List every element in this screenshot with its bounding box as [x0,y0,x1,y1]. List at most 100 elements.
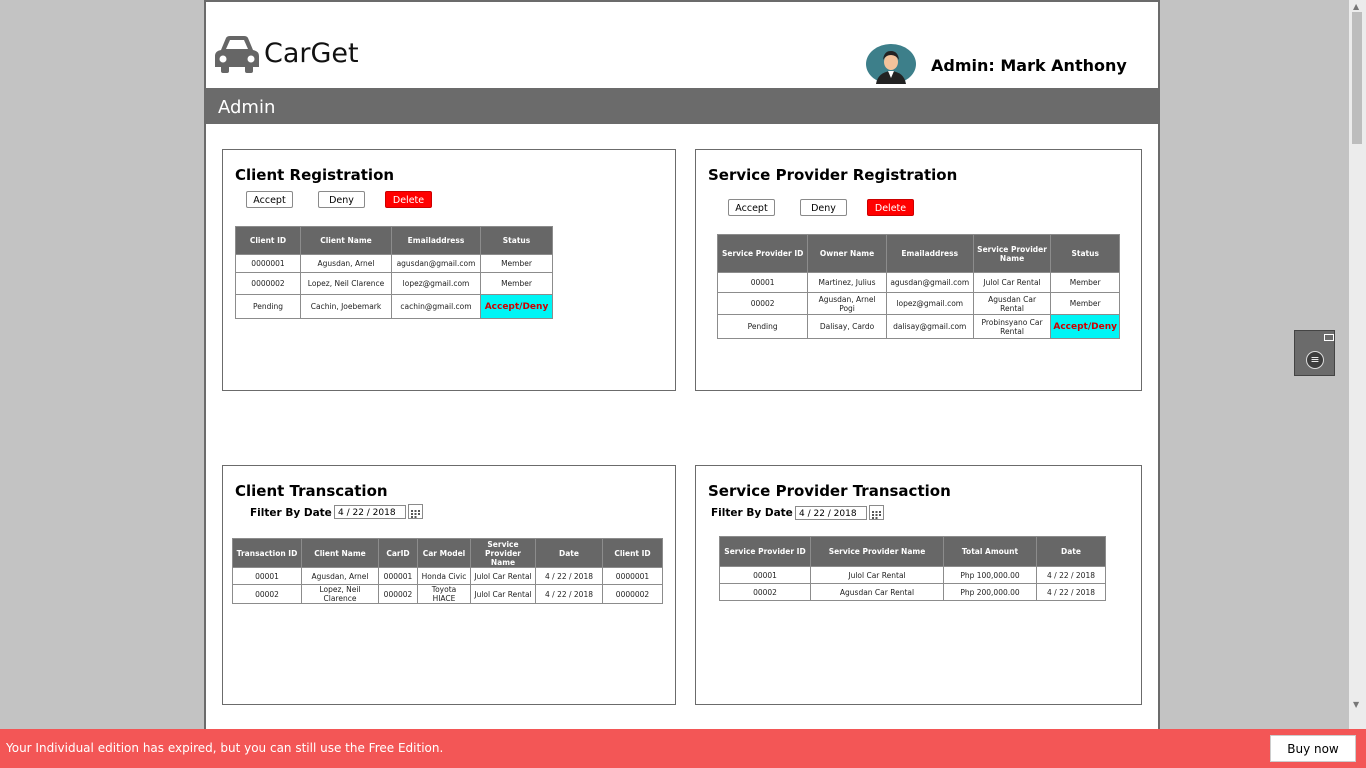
table-cell: Member [480,272,553,295]
table-cell: 0000001 [602,567,663,585]
filter-label: Filter By Date [711,507,793,519]
column-header: Service Provider ID [716,234,809,273]
table-cell: Lopez, Neil Clarence [300,272,392,295]
table-cell: Member [1050,292,1120,315]
section-header: Admin [206,88,1158,124]
table-cell: 00002 [716,292,809,315]
table-cell: Agusdan Car Rental [810,583,944,601]
table-cell: lopez@gmail.com [885,292,974,315]
section-title: Admin [218,97,276,118]
client-transaction-table: Transaction ID Client Name CarID Car Mod… [232,538,663,604]
table-cell: Agusdan, Arnel [301,567,379,585]
app-logo-text: CarGet [264,38,359,69]
table-row[interactable]: Pending Cachin, Joebemark cachin@gmail.c… [235,294,553,319]
table-cell: Toyota HIACE [417,584,471,604]
sp-transaction-title: Service Provider Transaction [708,482,951,500]
table-cell: 00001 [716,272,809,293]
client-registration-title: Client Registration [235,166,395,184]
table-cell: lopez@gmail.com [391,272,481,295]
date-filter-input[interactable]: 4 / 22 / 2018 [795,506,867,520]
scroll-up-arrow[interactable]: ▲ [1353,2,1360,11]
table-cell: 4 / 22 / 2018 [535,567,603,585]
table-cell: Pending [235,294,301,319]
table-cell: agusdan@gmail.com [391,254,481,273]
table-cell: Martinez, Julius [807,272,887,293]
top-bar: CarGet Admin: Mark Anthony [206,0,1158,90]
table-cell: 0000002 [235,272,301,295]
client-accept-button[interactable]: Accept [246,191,293,208]
client-registration-panel: Client Registration Accept Deny Delete C… [222,149,676,391]
table-row[interactable]: 00001 Agusdan, Arnel 000001 Honda Civic … [232,567,663,585]
client-transaction-panel: Client Transcation Filter By Date 4 / 22… [222,465,676,705]
table-cell: 4 / 22 / 2018 [535,584,603,604]
table-row[interactable]: 00001 Julol Car Rental Php 100,000.00 4 … [719,566,1106,584]
scroll-down-arrow[interactable]: ▼ [1353,700,1360,709]
table-cell: Dalisay, Cardo [807,314,887,339]
sp-deny-button[interactable]: Deny [800,199,847,216]
table-cell: 000002 [378,584,418,604]
filter-label: Filter By Date [250,507,332,519]
calendar-icon[interactable] [869,505,884,520]
table-cell: Member [480,254,553,273]
table-cell: Probinsyano Car Rental [972,314,1052,339]
menu-icon[interactable]: ≡ [1306,351,1324,369]
table-row[interactable]: 0000002 Lopez, Neil Clarence lopez@gmail… [235,272,553,295]
column-header: Service Provider Name [470,538,536,568]
table-cell: Php 200,000.00 [943,583,1037,601]
column-header: Service Provider Name [972,234,1052,273]
main-page: CarGet Admin: Mark Anthony Admin Client … [204,0,1160,730]
table-cell: 000001 [378,567,418,585]
table-row[interactable]: Pending Dalisay, Cardo dalisay@gmail.com… [716,314,1120,339]
car-icon [215,36,259,73]
table-row[interactable]: 00002 Lopez, Neil Clarence 000002 Toyota… [232,584,663,604]
column-header: Status [1050,234,1120,273]
table-row[interactable]: 0000001 Agusdan, Arnel agusdan@gmail.com… [235,254,553,273]
scroll-thumb[interactable] [1352,12,1362,144]
accept-deny-action[interactable]: Accept/Deny [480,294,553,319]
column-header: Owner Name [807,234,887,273]
table-cell: Agusdan, Arnel Pogi [807,292,887,315]
accept-deny-action[interactable]: Accept/Deny [1050,314,1120,339]
table-cell: 00002 [719,583,811,601]
minimize-icon[interactable] [1324,334,1334,341]
table-cell: Cachin, Joebemark [300,294,392,319]
sp-accept-button[interactable]: Accept [728,199,775,216]
table-cell: agusdan@gmail.com [885,272,974,293]
table-cell: Member [1050,272,1120,293]
sp-delete-button[interactable]: Delete [867,199,914,216]
table-row[interactable]: 00002 Agusdan, Arnel Pogi lopez@gmail.co… [716,292,1120,315]
column-header: Date [535,538,603,568]
table-cell: Agusdan Car Rental [972,292,1052,315]
table-cell: dalisay@gmail.com [885,314,974,339]
table-row[interactable]: 00002 Agusdan Car Rental Php 200,000.00 … [719,583,1106,601]
sp-transaction-table: Service Provider ID Service Provider Nam… [719,536,1106,601]
sp-registration-table: Service Provider ID Owner Name Emailaddr… [716,234,1120,339]
table-row[interactable]: 00001 Martinez, Julius agusdan@gmail.com… [716,272,1120,293]
column-header: Transaction ID [232,538,302,568]
client-deny-button[interactable]: Deny [318,191,365,208]
column-header: Total Amount [943,536,1037,567]
license-message: Your Individual edition has expired, but… [6,741,444,755]
client-registration-table: Client ID Client Name Emailaddress Statu… [235,226,553,319]
column-header: Client Name [301,538,379,568]
client-delete-button[interactable]: Delete [385,191,432,208]
table-cell: Julol Car Rental [810,566,944,584]
sp-registration-panel: Service Provider Registration Accept Den… [695,149,1142,391]
date-filter-input[interactable]: 4 / 22 / 2018 [334,505,406,519]
buy-now-button[interactable]: Buy now [1270,735,1356,762]
table-cell: Php 100,000.00 [943,566,1037,584]
table-cell: 00001 [719,566,811,584]
table-cell: Julol Car Rental [972,272,1052,293]
vertical-scrollbar[interactable]: ▲ ▼ [1349,0,1366,730]
calendar-icon[interactable] [408,504,423,519]
table-cell: Honda Civic [417,567,471,585]
column-header: Client ID [602,538,663,568]
table-cell: 4 / 22 / 2018 [1036,583,1106,601]
column-header: Client Name [300,226,392,255]
table-cell: Pending [716,314,809,339]
table-cell: 0000001 [235,254,301,273]
floating-widget[interactable]: ≡ [1294,330,1335,376]
client-transaction-title: Client Transcation [235,482,388,500]
column-header: Client ID [235,226,301,255]
table-cell: Agusdan, Arnel [300,254,392,273]
